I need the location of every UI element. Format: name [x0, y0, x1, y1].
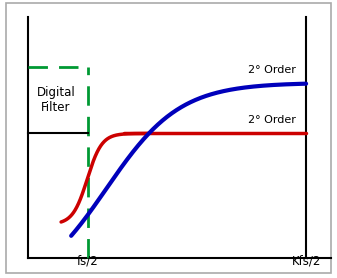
Text: Digital
Filter: Digital Filter: [37, 86, 75, 114]
Text: 2° Order: 2° Order: [248, 65, 296, 75]
Text: Kfs/2: Kfs/2: [292, 255, 321, 268]
Text: fs/2: fs/2: [77, 255, 99, 268]
Text: 2° Order: 2° Order: [248, 115, 296, 125]
